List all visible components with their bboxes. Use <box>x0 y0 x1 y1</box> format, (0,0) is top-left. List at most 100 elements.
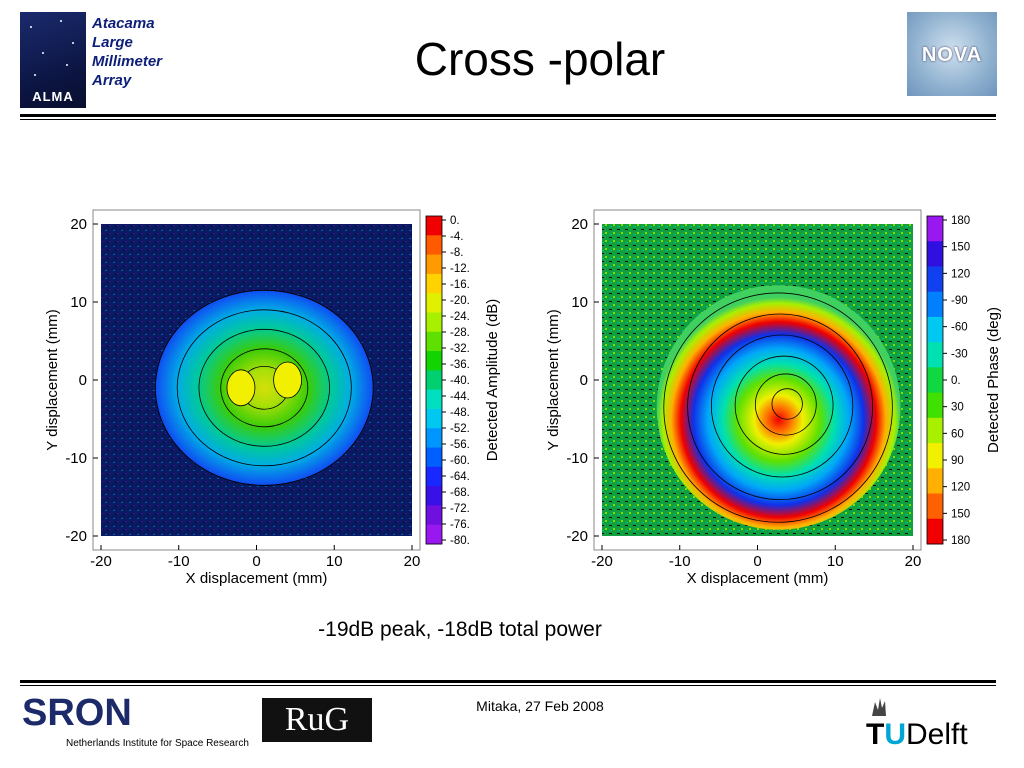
colorbar-tick-label: 60 <box>951 428 964 440</box>
colorbar-tick-label: -90 <box>951 295 968 307</box>
colorbar-swatch <box>426 486 442 506</box>
nova-label: NOVA <box>921 44 983 66</box>
colorbar-swatch <box>927 417 943 444</box>
page-title: Cross -polar <box>414 33 666 85</box>
footer-rule-thin <box>20 685 996 686</box>
x-tick-label: 0 <box>252 553 260 570</box>
rug-logo: RuG <box>262 698 372 742</box>
contour-line <box>687 313 874 501</box>
x-tick-label: -20 <box>591 553 613 570</box>
colorbar-swatch <box>426 254 442 275</box>
y-tick-label: 10 <box>571 294 588 311</box>
colorbar-tick-label: 0. <box>951 375 961 387</box>
colorbar-swatch <box>426 351 442 371</box>
x-tick-label: 0 <box>753 553 761 570</box>
colorbar-swatch <box>426 389 442 410</box>
colorbar-label: Detected Amplitude (dB) <box>484 299 501 462</box>
y-axis-label: Y displacement (mm) <box>44 309 61 450</box>
colorbar-tick-label: -24. <box>450 311 470 323</box>
footer-rule <box>20 680 996 683</box>
header-rule <box>20 114 996 117</box>
colorbar-swatch <box>426 235 442 256</box>
colorbar-tick-label: 120 <box>951 482 970 494</box>
sron-logo: SRON <box>22 692 132 735</box>
colorbar-tick-label: -56. <box>450 439 470 451</box>
colorbar-swatch <box>426 505 442 526</box>
x-tick-label: 10 <box>827 553 844 570</box>
colorbar-swatch <box>426 331 442 352</box>
tudelft-t: T <box>866 718 885 751</box>
contour-line <box>220 348 309 428</box>
caption: -19dB peak, -18dB total power <box>318 618 602 641</box>
phase-blob <box>656 285 901 530</box>
sron-subtitle: Netherlands Institute for Space Research <box>66 738 249 749</box>
colorbar-tick-label: -52. <box>450 423 470 435</box>
colorbar-tick-label: 150 <box>951 242 970 254</box>
y-tick-label: -10 <box>65 450 87 467</box>
colorbar-swatch <box>927 392 943 419</box>
colorbar-swatch <box>927 367 943 394</box>
colorbar-tick-label: 150 <box>951 508 970 520</box>
contour-line <box>663 292 893 523</box>
colorbar-tick-label: -8. <box>450 247 463 259</box>
colorbar-swatch <box>426 293 442 313</box>
colorbar-swatch <box>927 468 943 495</box>
colorbar-tick-label: -16. <box>450 279 470 291</box>
colorbar-tick-label: -4. <box>450 231 463 243</box>
alma-name: Atacama Large Millimeter Array <box>92 14 162 90</box>
x-tick-label: -10 <box>669 553 691 570</box>
x-tick-label: -10 <box>168 553 190 570</box>
colorbar-tick-label: 30 <box>951 402 964 414</box>
colorbar-swatch <box>927 266 943 293</box>
footer-date: Mitaka, 27 Feb 2008 <box>476 698 604 714</box>
colorbar-swatch <box>426 312 442 333</box>
colorbar-tick-label: -68. <box>450 487 470 499</box>
contour-line <box>754 373 817 436</box>
colorbar-tick-label: -72. <box>450 503 470 515</box>
amplitude-chart: -20 -10 0 10 20 20 10 0 -10 -20 X displacement (mm… <box>44 209 501 587</box>
peak-lobe <box>226 369 256 407</box>
alma-line2: Large <box>92 34 133 51</box>
tudelft-flame-icon <box>872 698 886 716</box>
tudelft-u: U <box>884 718 906 751</box>
colorbar-swatch <box>927 443 943 469</box>
colorbar-tick-label: -76. <box>450 519 470 531</box>
amplitude-blob <box>155 290 374 486</box>
x-tick-label: 20 <box>404 553 421 570</box>
sron-initial: S <box>22 692 48 734</box>
y-tick-label: -20 <box>65 528 87 545</box>
colorbar-swatch <box>426 524 442 545</box>
colorbar-label: Detected Phase (deg) <box>985 307 1002 453</box>
y-tick-label: 10 <box>70 294 87 311</box>
sron-name: RON <box>47 692 132 734</box>
y-tick-label: 0 <box>79 372 87 389</box>
alma-logo: ALMA <box>20 12 86 108</box>
colorbar-tick-label: 90 <box>951 455 964 467</box>
colorbar-swatch <box>426 447 442 468</box>
colorbar-swatch <box>927 342 943 368</box>
colorbar-swatch <box>927 216 943 242</box>
peak-lobe <box>273 361 303 399</box>
contour-line <box>771 388 803 420</box>
alma-line3: Millimeter <box>92 53 163 70</box>
colorbar-swatch <box>927 518 943 545</box>
colorbar-swatch <box>927 316 943 343</box>
y-tick-label: 0 <box>580 372 588 389</box>
colorbar-tick-label: 180 <box>951 215 970 227</box>
header-rule-thin <box>20 119 996 120</box>
x-tick-label: 10 <box>326 553 343 570</box>
y-tick-label: 20 <box>571 216 588 233</box>
tudelft-logo: TUDelft <box>866 718 968 752</box>
colorbar-swatch <box>426 216 442 236</box>
colorbar-tick-label: -44. <box>450 391 470 403</box>
colorbar-tick-label: -30 <box>951 348 968 360</box>
colorbar-tick-label: 0. <box>450 215 460 227</box>
nova-logo: NOVA <box>907 12 997 96</box>
contour-line <box>176 309 352 467</box>
contour-line <box>710 334 854 478</box>
colorbar-swatch <box>927 241 943 267</box>
colorbar-tick-label: -64. <box>450 471 470 483</box>
colorbar-swatch <box>426 273 442 294</box>
contour-line <box>198 328 330 447</box>
y-tick-label: -20 <box>566 528 588 545</box>
